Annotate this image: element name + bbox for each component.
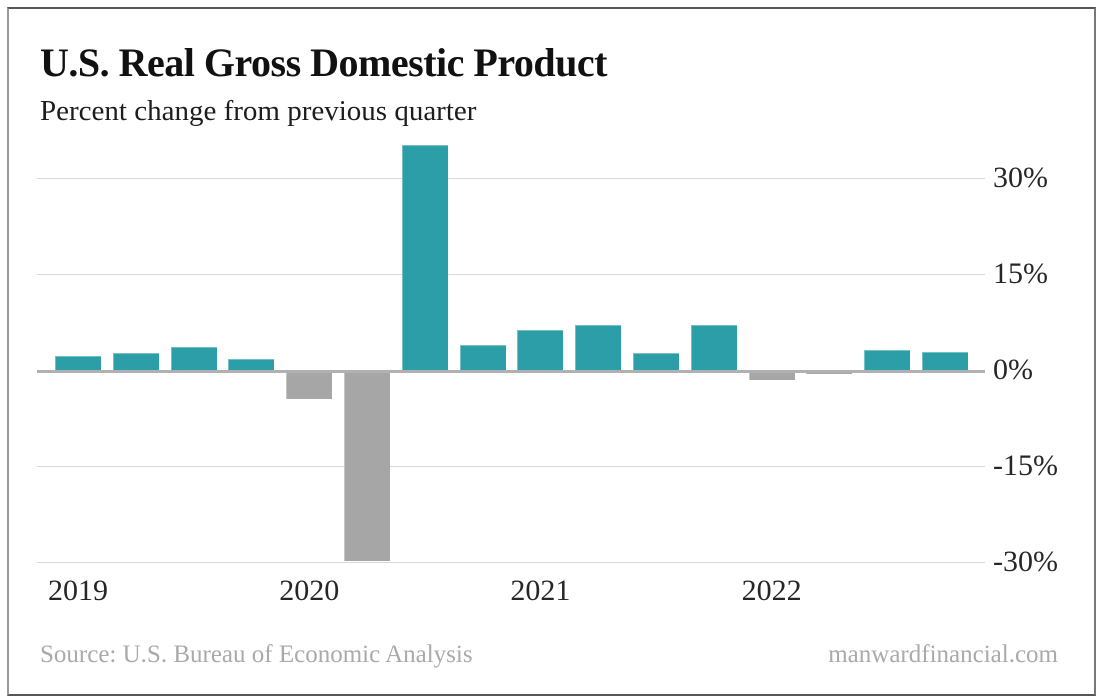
plot-area xyxy=(37,140,985,572)
chart-subtitle: Percent change from previous quarter xyxy=(40,95,477,127)
x-axis-labels: 2019 2020 2021 2022 xyxy=(37,576,985,612)
y-tick-label--30%: -30% xyxy=(993,544,1058,578)
website-text: manwardfinancial.com xyxy=(828,641,1058,668)
zero-axis-line xyxy=(37,370,985,374)
bar-2022-q3 xyxy=(864,349,911,370)
bar-2020-q4 xyxy=(459,345,506,370)
bar-2020-q3 xyxy=(401,144,448,371)
bar-2019-q2 xyxy=(112,352,159,371)
bar-2019-q4 xyxy=(228,358,275,371)
x-tick-label-2022: 2022 xyxy=(741,574,802,607)
x-tick-label-2021: 2021 xyxy=(510,574,571,607)
bar-2021-q1 xyxy=(517,329,564,371)
x-tick-label-2020: 2020 xyxy=(279,574,340,607)
source-note: Source: U.S. Bureau of Economic Analysis xyxy=(40,641,473,668)
bar-2021-q2 xyxy=(575,325,622,370)
gridline-30% xyxy=(37,178,985,180)
bar-2021-q3 xyxy=(633,352,679,371)
gridline--15% xyxy=(37,465,985,467)
bar-2020-q1 xyxy=(286,370,333,400)
bar-2021-q4 xyxy=(690,325,737,370)
y-tick-label-0%: 0% xyxy=(993,353,1033,387)
bar-2019-q3 xyxy=(170,347,217,371)
y-axis-labels: 30% 15% 0% -15% -30% xyxy=(993,140,1093,577)
y-tick-label-30%: 30% xyxy=(993,161,1048,195)
bar-2019-q1 xyxy=(55,356,101,371)
bar-2020-q2 xyxy=(344,370,390,562)
chart-title: U.S. Real Gross Domestic Product xyxy=(40,40,607,85)
gridline--30% xyxy=(37,561,985,563)
bar-2022-q4 xyxy=(922,351,968,370)
bar-2022-q1 xyxy=(748,370,795,381)
gridline-15% xyxy=(37,274,985,276)
y-tick-label-15%: 15% xyxy=(993,257,1048,291)
x-tick-label-2019: 2019 xyxy=(48,574,108,607)
y-tick-label--15%: -15% xyxy=(993,448,1058,482)
